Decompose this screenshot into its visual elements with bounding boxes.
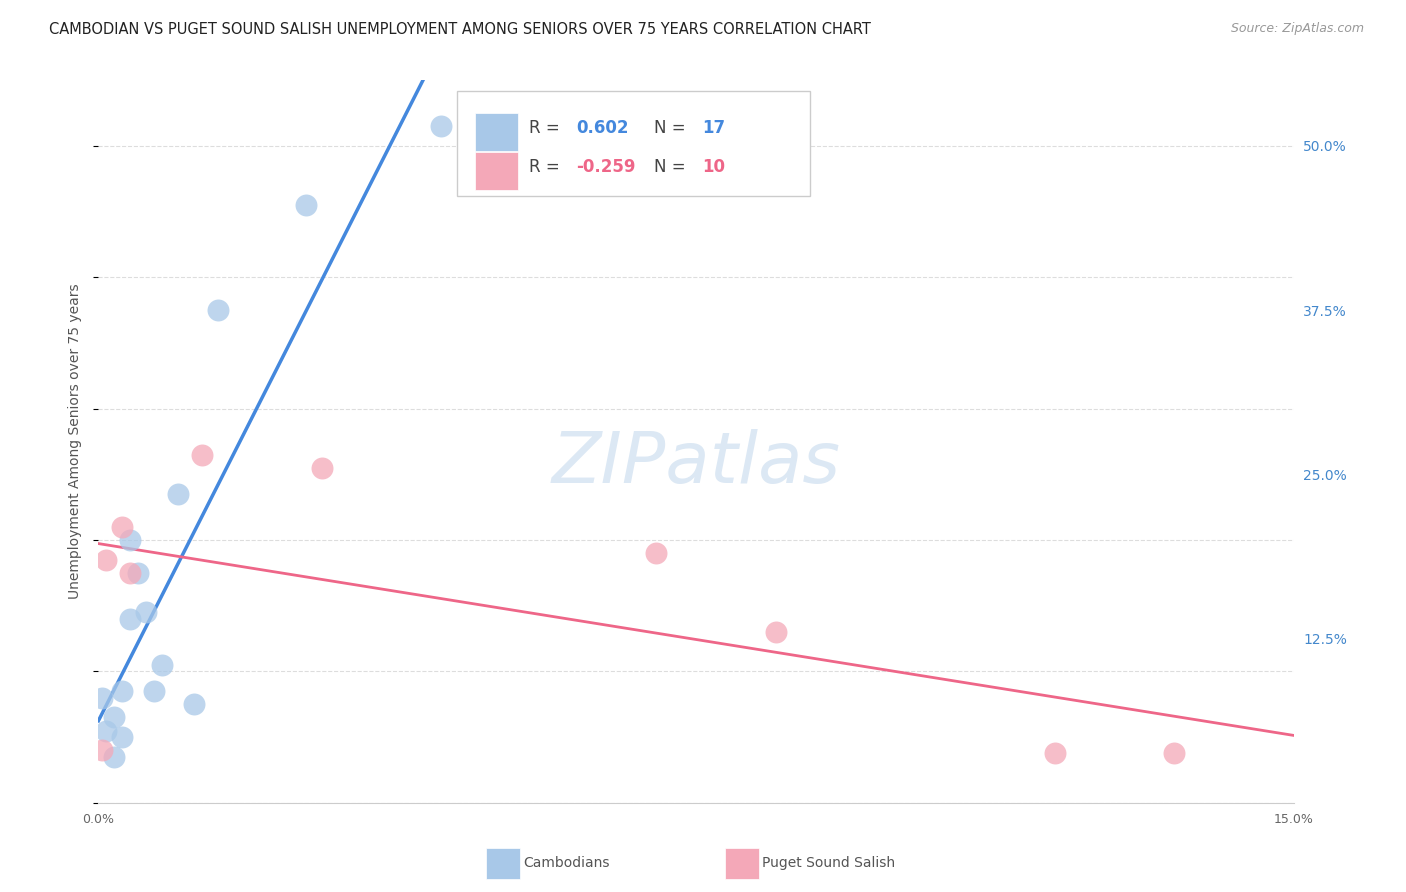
Text: 0.602: 0.602 — [576, 120, 628, 137]
Text: CAMBODIAN VS PUGET SOUND SALISH UNEMPLOYMENT AMONG SENIORS OVER 75 YEARS CORRELA: CAMBODIAN VS PUGET SOUND SALISH UNEMPLOY… — [49, 22, 872, 37]
Point — [103, 710, 125, 724]
FancyBboxPatch shape — [475, 152, 517, 190]
Point — [183, 698, 205, 712]
FancyBboxPatch shape — [475, 113, 517, 151]
Point — [430, 120, 453, 134]
Text: -0.259: -0.259 — [576, 158, 636, 177]
Point — [120, 612, 142, 626]
Point — [645, 546, 668, 560]
Text: N =: N = — [654, 120, 690, 137]
Point — [191, 448, 214, 462]
Point — [120, 566, 142, 580]
Point — [91, 690, 114, 705]
Point — [207, 303, 229, 318]
Point — [765, 625, 787, 640]
Text: Cambodians: Cambodians — [523, 856, 610, 871]
Point — [111, 520, 134, 534]
Point — [135, 605, 157, 619]
Point — [311, 460, 333, 475]
Point — [143, 684, 166, 698]
Text: ZIPatlas: ZIPatlas — [551, 429, 841, 498]
Point — [294, 198, 316, 212]
Point — [1043, 746, 1066, 760]
FancyBboxPatch shape — [457, 91, 810, 196]
Point — [96, 723, 118, 738]
Point — [111, 730, 134, 744]
Point — [91, 743, 114, 757]
Point — [150, 657, 173, 672]
Text: 17: 17 — [702, 120, 725, 137]
Text: N =: N = — [654, 158, 690, 177]
Point — [111, 684, 134, 698]
Point — [103, 749, 125, 764]
Point — [167, 487, 190, 501]
Text: R =: R = — [529, 120, 565, 137]
Y-axis label: Unemployment Among Seniors over 75 years: Unemployment Among Seniors over 75 years — [69, 284, 83, 599]
Text: Source: ZipAtlas.com: Source: ZipAtlas.com — [1230, 22, 1364, 36]
Point — [120, 533, 142, 547]
Point — [127, 566, 149, 580]
Text: Puget Sound Salish: Puget Sound Salish — [762, 856, 896, 871]
Text: R =: R = — [529, 158, 565, 177]
Point — [1163, 746, 1185, 760]
Point — [96, 553, 118, 567]
Text: 10: 10 — [702, 158, 725, 177]
